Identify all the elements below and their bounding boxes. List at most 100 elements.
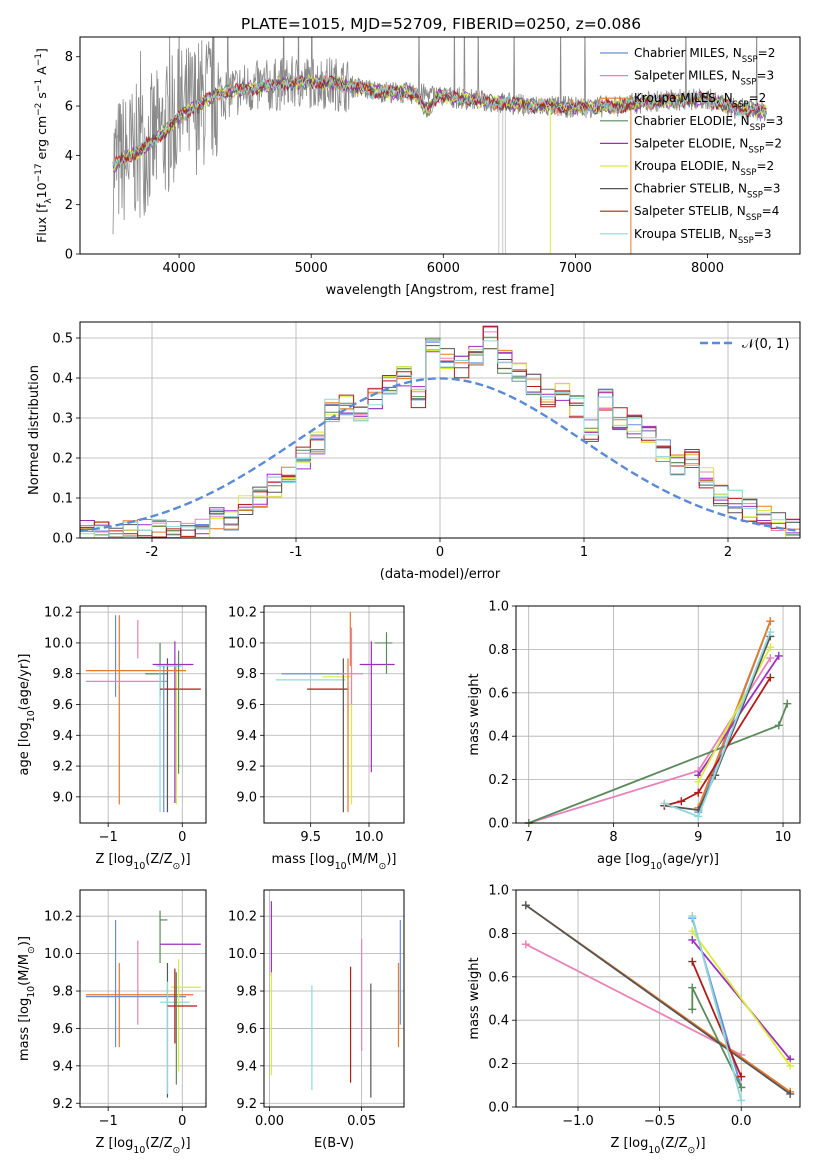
nssp-symbol: N [733,46,742,60]
marker-salpeter-miles [521,940,530,949]
y-axis-label: mass [log10(M/M⊙)] [17,936,37,1061]
x-axis-label: mass [log10(M/M⊙)] [272,852,397,872]
nssp-symbol: N [732,159,741,173]
y-axis-label: mass weight [467,673,482,755]
y-axis-label-part: Flux [f [34,203,49,243]
y-tick-label: 9.8 [52,985,73,1000]
x-tick-label: 0 [178,830,186,845]
y-tick-label: 10.0 [44,636,73,651]
x-axis-label: E(B-V) [314,1136,354,1151]
x-tick-label: −1 [99,1114,118,1129]
x-tick-label: 0 [178,1114,186,1129]
y-tick-label: 2 [65,198,73,213]
y-tick-label: 4 [65,149,73,164]
x-axis-label: Z [log10(Z/Z⊙)] [95,1136,190,1156]
marker-kroupa-miles [766,617,775,626]
legend-label-kroupa-elodie: Kroupa ELODIE, NSSP=2 [634,159,774,178]
marker-kroupa-stelib [660,799,669,808]
y-tick-label: 9.6 [52,698,73,713]
marker-salpeter-stelib [677,797,686,806]
y-tick-label: 9.4 [236,1059,257,1074]
x-axis-label-part: )] [695,1136,705,1151]
y-tick-label: 10.0 [228,947,257,962]
spectrum-panel: Chabrier MILES, NSSP=2 Salpeter MILES, NS… [34,36,801,298]
model-kroupa-elodie [112,73,767,172]
y-axis-label: age [log10(age/yr)] [17,654,37,776]
x-axis-label-part: 10 [648,1145,660,1156]
y-tick-label: 9.0 [236,790,257,805]
x-tick-label: 6000 [427,261,460,276]
series-line-salpeter-stelib [691,961,743,1077]
marker-salpeter-elodie [688,935,697,944]
y-tick-label: 10.2 [44,910,73,925]
nssp-subscript: SSP [746,213,762,223]
x-axis-label-part: (Z/Z [145,852,172,867]
y-axis-label-part: )] [17,936,32,946]
marker-kroupa-elodie [694,777,703,786]
y-axis-label-part: −1 [34,79,44,92]
y-tick-label: 9.4 [52,1059,73,1074]
y-axis-label-part: −1 [34,53,44,66]
age-vs-mass-panel: 9.5 10.0 9.0 9.2 9.4 9.6 9.8 10.0 10.2 mass [log1… [228,605,405,872]
nssp-subscript: SSP [738,236,754,246]
y-axis-label-part: ⊙ [26,946,37,954]
marker-chabrier-elodie [688,983,697,992]
nssp-subscript: SSP [748,145,764,155]
y-tick-label: 8 [65,50,73,65]
y-tick-label: 0.0 [52,532,73,547]
y-tick-label: 0.3 [52,412,73,427]
x-axis-label-part: )] [180,852,190,867]
figure-title: PLATE=1015, MJD=52709, FIBERID=0250, z=0… [241,15,641,33]
x-tick-label: 9 [694,830,702,845]
marker-kroupa-stelib [694,812,703,821]
y-tick-label: 0.5 [52,332,73,347]
x-axis-label: Z [log10(Z/Z⊙)] [610,1136,705,1156]
y-tick-label: 0.4 [488,730,509,745]
nssp-value: =3 [766,114,784,128]
x-axis-label-part: mass [log [272,852,335,867]
nssp-symbol: N [737,204,746,218]
y-axis-label-part: 10 [34,182,49,198]
x-axis-label-part: (age/yr)] [662,852,719,867]
series-line-chabrier-stelib [525,904,791,1095]
y-tick-label: 9.8 [236,985,257,1000]
y-axis-label-part: A [34,66,49,79]
x-tick-label: −1 [99,830,118,845]
y-tick-label: 10.0 [228,636,257,651]
x-tick-label: 10.0 [355,830,384,845]
axes-frame [79,605,207,824]
y-tick-label: 0.2 [488,773,509,788]
x-tick-label: 0 [436,545,444,560]
x-axis-label-part: (M/M [347,852,379,867]
y-tick-label: 9.2 [52,760,73,775]
y-axis-label-part: 10 [26,986,37,998]
y-tick-label: 9.2 [52,1097,73,1112]
marker-chabrier-stelib [786,1089,795,1098]
y-tick-label: 0.4 [52,372,73,387]
nssp-subscript: SSP [750,123,766,133]
plot-area [112,37,768,254]
age-vs-metallicity-panel: −1 09.09.29.49.69.810.010.2Z [log10(Z/Z⊙)… [17,605,207,872]
marker-salpeter-stelib [694,788,703,797]
marker-kroupa-elodie [688,927,697,936]
y-axis-label-part: (M/M [17,954,32,986]
marker-salpeter-stelib [688,957,697,966]
y-tick-label: 0 [65,248,73,263]
y-tick-label: 9.6 [236,698,257,713]
y-tick-label: 0.0 [488,817,509,832]
axes-frame [79,321,801,539]
x-tick-label: 0.0 [731,1114,752,1129]
y-tick-label: 10.2 [44,606,73,621]
nssp-subscript: SSP [733,100,749,110]
y-axis-label-part: age [log [17,722,32,775]
nssp-subscript: SSP [741,168,757,178]
y-tick-label: 9.2 [236,760,257,775]
axes-frame [515,889,801,1108]
series-line-kroupa-stelib [691,915,743,1101]
x-tick-label: 7 [525,830,533,845]
x-axis-label-part: (Z/Z [145,1136,172,1151]
x-axis-label-part: (Z/Z [660,1136,687,1151]
x-tick-label: 2 [724,545,732,560]
legend-label-normal: 𝒩(0, 1) [742,337,789,352]
x-tick-label: 1 [580,545,588,560]
